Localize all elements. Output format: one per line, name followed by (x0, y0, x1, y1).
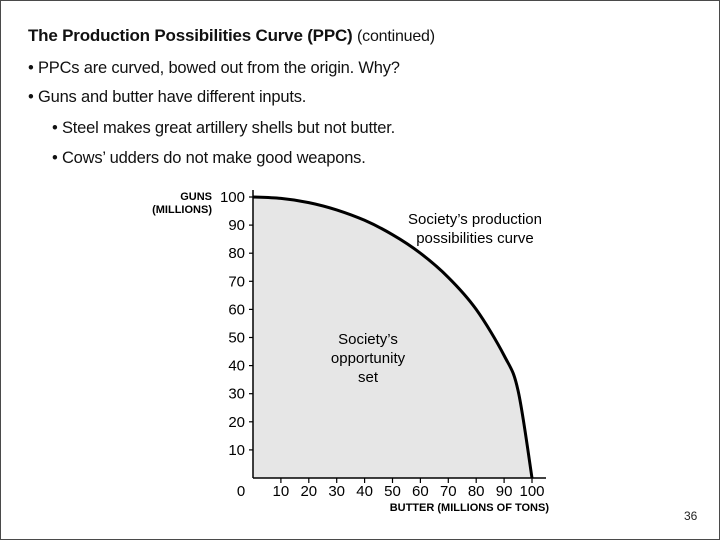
y-tick-label-90: 90 (228, 217, 245, 234)
x-tick-label-100: 100 (519, 483, 544, 500)
x-axis-label: BUTTER (MILLIONS OF TONS) (390, 502, 550, 514)
title-suffix: (continued) (357, 28, 435, 45)
x-tick-label-80: 80 (468, 483, 485, 500)
origin-label: 0 (237, 483, 245, 500)
x-tick-label-60: 60 (412, 483, 429, 500)
y-axis-label-line-2: (MILLIONS) (152, 204, 212, 216)
sub-bullet-item: • Cows’ udders do not make good weapons. (52, 149, 366, 167)
x-tick-label-40: 40 (356, 483, 373, 500)
x-tick-label-50: 50 (384, 483, 401, 500)
y-tick-label-40: 40 (228, 358, 245, 375)
y-tick-label-30: 30 (228, 386, 245, 403)
sub-bullet-item: • Steel makes great artillery shells but… (52, 119, 395, 137)
ppc-curve (252, 195, 534, 479)
x-tick-label-30: 30 (328, 483, 345, 500)
area-label-line-3: set (358, 369, 379, 386)
title-main: The Production Possibilities Curve (PPC) (28, 26, 353, 45)
y-tick-label-20: 20 (228, 414, 245, 431)
y-tick-label-60: 60 (228, 301, 245, 318)
y-tick-label-70: 70 (228, 273, 245, 290)
x-tick-label-70: 70 (440, 483, 457, 500)
curve-label-line-2: possibilities curve (416, 230, 534, 247)
plot-area: 10 20 30 40 50 60 70 80 90 100 10 20 30 40 50 60 70 80 90 1… (220, 189, 546, 500)
x-tick-label-10: 10 (273, 483, 290, 500)
y-tick-label-80: 80 (228, 245, 245, 262)
y-tick-label-100: 100 (220, 189, 245, 206)
area-label-line-1: Society’s (338, 331, 398, 348)
slide-number: 36 (684, 509, 698, 523)
curve-label-line-1: Society’s production (408, 211, 542, 228)
x-tick-label-90: 90 (496, 483, 513, 500)
bullet-item: • PPCs are curved, bowed out from the or… (28, 59, 400, 77)
opportunity-set-area (253, 197, 532, 478)
area-label-line-2: opportunity (331, 350, 406, 367)
y-tick-label-10: 10 (228, 442, 245, 459)
slide-title: The Production Possibilities Curve (PPC)… (28, 26, 435, 46)
y-tick-label-50: 50 (228, 330, 245, 347)
x-tick-label-20: 20 (300, 483, 317, 500)
bullet-item: • Guns and butter have different inputs. (28, 88, 307, 106)
y-axis-label-line-1: GUNS (180, 191, 212, 203)
